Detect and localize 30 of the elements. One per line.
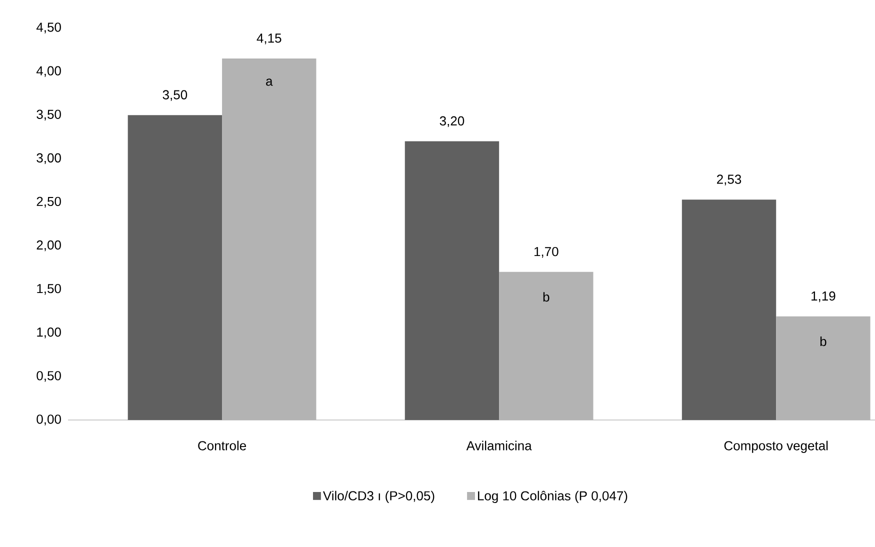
- y-tick-label: 2,00: [36, 240, 61, 252]
- y-tick-label: 0,00: [36, 414, 61, 426]
- x-tick-label: Avilamicina: [466, 440, 532, 450]
- data-label: 1,70: [534, 246, 558, 258]
- bar: [404, 141, 500, 420]
- annotation: a: [266, 78, 273, 86]
- bar: [499, 272, 594, 420]
- y-tick-label: 0,50: [36, 371, 61, 382]
- x-tick-label: Composto vegetal: [724, 440, 828, 453]
- bar: [222, 58, 316, 420]
- bar: [776, 316, 870, 420]
- y-tick-label: 3,00: [36, 153, 61, 164]
- y-tick-label: 4,50: [36, 22, 61, 34]
- y-tick-label: 3,50: [36, 110, 61, 120]
- data-label: 1,19: [812, 291, 836, 302]
- y-tick-label: 1,50: [37, 284, 61, 295]
- y-tick-label: 4,00: [36, 66, 61, 77]
- data-label: 3,50: [162, 90, 188, 101]
- annotation: b: [543, 292, 550, 302]
- y-tick-label: 1,00: [37, 328, 61, 338]
- bar: [682, 200, 776, 420]
- data-label: 3,20: [440, 116, 464, 128]
- y-tick-label: 2,50: [36, 196, 61, 208]
- legend-label: Log 10 Colônias (P 0,047): [478, 490, 628, 503]
- data-label: 2,53: [717, 174, 742, 186]
- bar: [128, 115, 222, 420]
- data-label: 4,15: [256, 34, 282, 44]
- legend-label: Vilo/CD3 ı (P>0,05): [322, 490, 434, 503]
- x-tick-label: Controle: [198, 440, 246, 450]
- annotation: b: [820, 336, 826, 346]
